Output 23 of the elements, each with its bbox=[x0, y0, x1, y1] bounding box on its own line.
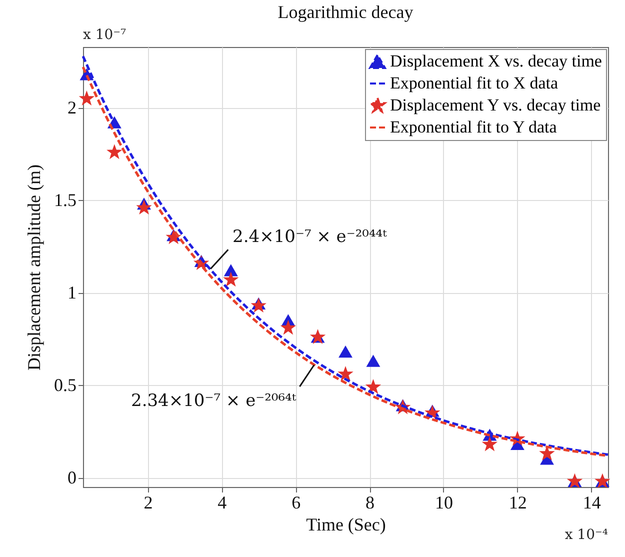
text: x 10⁻⁷ bbox=[83, 27, 127, 43]
x-tick-label: 2 bbox=[144, 492, 153, 512]
legend-label: Exponential fit to Y data bbox=[390, 118, 558, 136]
x-tick-label: 12 bbox=[508, 492, 527, 512]
x-tick-label: 14 bbox=[582, 492, 601, 512]
y-tick-label: 1 bbox=[68, 282, 76, 302]
annotation: 2.34×10⁻⁷ × e⁻²⁰⁶⁴ᵗ bbox=[131, 390, 297, 411]
x-tick-label: 6 bbox=[292, 492, 301, 512]
legend-label: Exponential fit to X data bbox=[390, 74, 559, 92]
legend-label: Displacement Y vs. decay time bbox=[390, 96, 601, 114]
y-axis-title: Displacement amplitude (m) bbox=[24, 164, 44, 370]
y-tick-label: 2 bbox=[68, 98, 76, 118]
y-tick-label: 0.5 bbox=[54, 374, 76, 395]
x-tick-label: 4 bbox=[218, 492, 227, 512]
legend-label: Displacement X vs. decay time bbox=[390, 52, 602, 70]
x-tick-label: 8 bbox=[366, 492, 375, 512]
y-tick-label: 1.5 bbox=[54, 190, 76, 210]
text: x 10⁻⁴ bbox=[564, 527, 608, 543]
y-tick-label: 0 bbox=[68, 467, 76, 488]
chart-title: Logarithmic decay bbox=[278, 2, 414, 22]
x-axis-title: Time (Sec) bbox=[306, 514, 386, 534]
annotation: 2.4×10⁻⁷ × e⁻²⁰⁴⁴ᵗ bbox=[232, 226, 388, 247]
x-tick-label: 10 bbox=[434, 492, 453, 512]
